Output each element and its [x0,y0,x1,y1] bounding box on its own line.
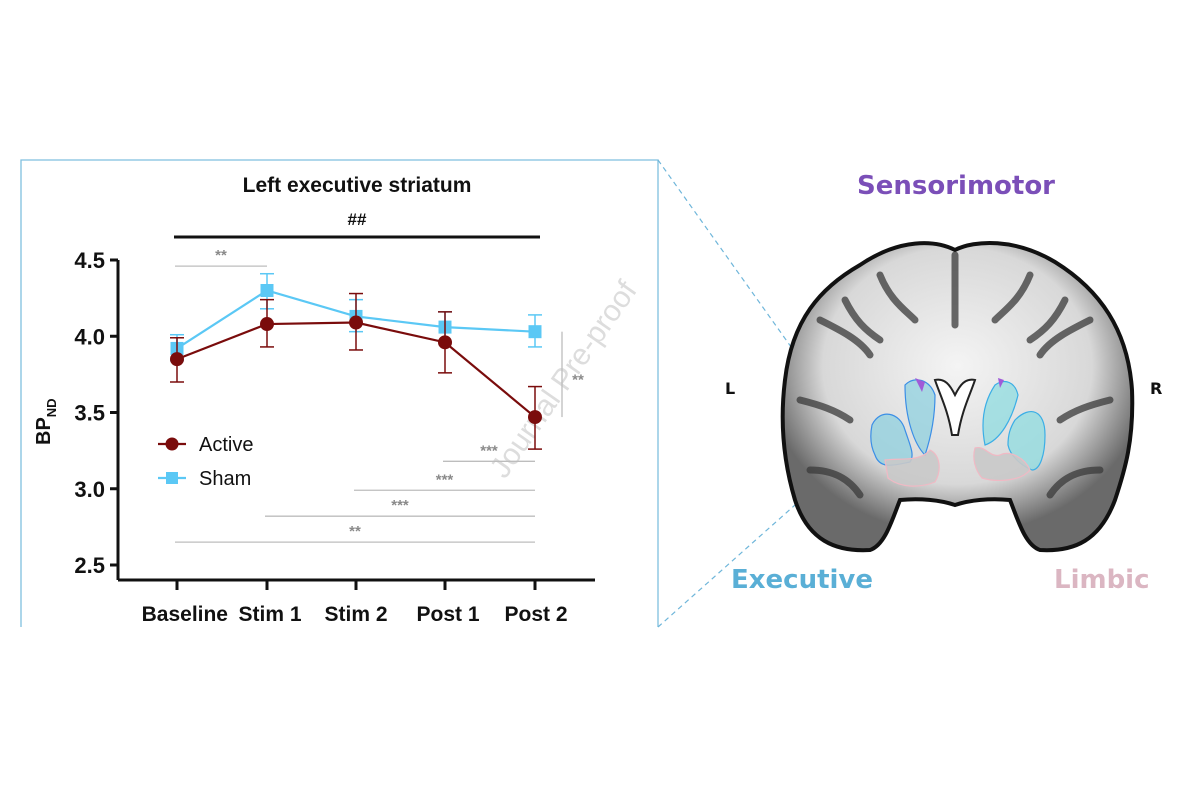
data-point-active [438,335,452,350]
limbic-roi [884,446,1031,487]
limbic-label: Limbic [1054,565,1150,595]
x-tick-label: Stim 1 [238,603,301,626]
right-hemisphere-label: R [1150,379,1163,398]
data-point-sham [528,325,542,339]
zoom-frame [20,159,869,628]
significance-stars: *** [391,497,409,514]
y-axis-label: BPND [33,398,59,445]
sensorimotor-roi [915,378,1004,392]
legend-marker-sham [166,472,178,484]
group-effect-label: ## [348,210,367,229]
significance-stars: ** [349,523,361,540]
data-point-active [170,352,184,367]
x-tick-label: Stim 2 [324,603,387,626]
y-tick-label: 3.5 [74,401,105,426]
y-tick-label: 4.5 [74,248,105,273]
legend-label-sham: Sham [199,468,251,490]
significance-stars: *** [436,471,454,488]
data-point-active [349,315,363,330]
chart-title: Left executive striatum [243,174,472,197]
y-tick-label: 4.0 [74,324,105,349]
executive-label: Executive [731,565,874,595]
sensorimotor-label: Sensorimotor [857,171,1056,201]
legend-label-active: Active [199,434,253,456]
left-hemisphere-label: L [725,379,736,398]
legend-marker-active [165,437,179,451]
y-tick-label: 2.5 [74,553,105,578]
executive-roi [870,379,1046,471]
y-tick-label: 3.0 [74,477,105,502]
watermark-text: Journal Pre-proof [484,275,644,484]
significance-stars: ** [572,371,584,388]
data-point-active [260,317,274,332]
x-tick-label: Post 2 [504,603,567,626]
significance-stars: ** [215,247,227,264]
brain-coronal-slice-image [780,241,1135,553]
x-tick-label: Baseline [142,603,228,626]
data-point-active [528,410,542,425]
plot-area: Left executive striatum ## 4.5 4.0 3.5 3.0 2.5… [33,174,595,626]
x-tick-label: Post 1 [416,603,479,626]
data-point-sham [260,284,274,297]
significance-stars: *** [480,442,498,459]
